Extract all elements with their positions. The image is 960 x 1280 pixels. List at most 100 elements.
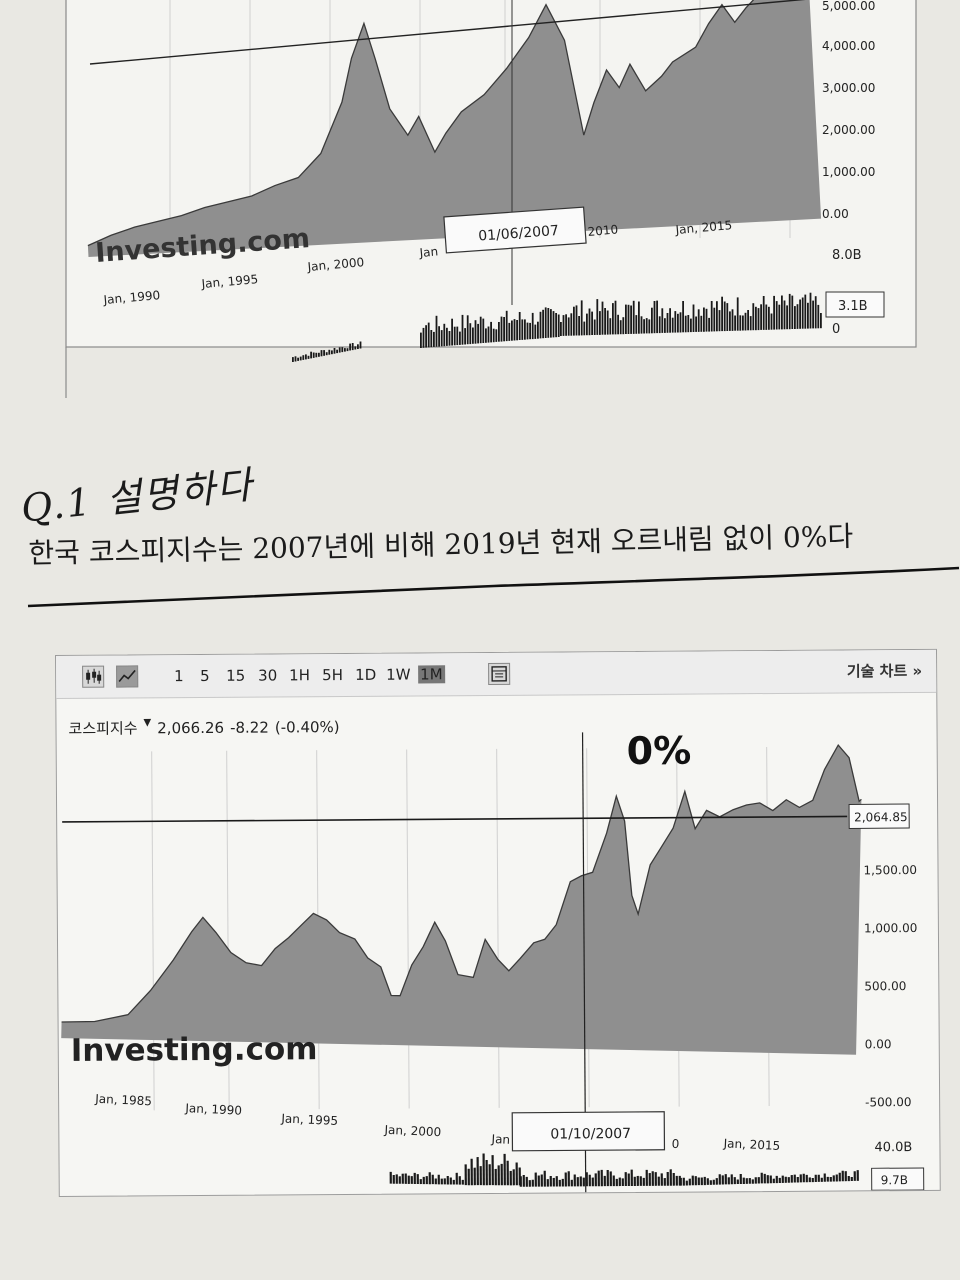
volume-bar (354, 346, 357, 350)
volume-bar (573, 306, 575, 336)
volume-bar (660, 1173, 663, 1186)
volume-bar (645, 1169, 648, 1186)
volume-bar (452, 1179, 455, 1185)
volume-bar (425, 1176, 428, 1185)
volume-bar (473, 1167, 476, 1186)
volume-bar (808, 1177, 811, 1183)
y-tick-label: -500.00 (865, 1095, 911, 1109)
volume-bar (763, 1173, 766, 1184)
volume-bar (503, 317, 505, 342)
volume-bar (622, 317, 625, 335)
line-chart-icon[interactable] (116, 665, 139, 688)
volume-bar (765, 304, 768, 330)
volume-bar (621, 1178, 624, 1187)
volume-bar (494, 1168, 497, 1186)
volume-bar (451, 318, 453, 346)
volume-bar (560, 322, 562, 336)
volume-bar (690, 318, 692, 333)
volume-bar (708, 317, 710, 332)
volume-bar (596, 299, 599, 335)
volume-bar (593, 319, 596, 335)
volume-bar (643, 319, 645, 334)
volume-bar (315, 352, 318, 358)
volume-bar (718, 1174, 721, 1185)
volume-bar (359, 341, 362, 349)
volume-bar (357, 344, 359, 349)
volume-bar (518, 312, 521, 340)
x-tick-label: Jan, 1995 (200, 272, 259, 291)
volume-bar (446, 327, 448, 346)
top-volume-max-label: 8.0B (832, 248, 862, 263)
volume-bar (513, 319, 516, 341)
volume-bar (336, 349, 338, 354)
volume-bar (791, 295, 794, 329)
caption-underline (27, 566, 960, 608)
volume-bar (656, 300, 658, 334)
volume-bar (742, 1177, 745, 1185)
series-line (87, 0, 810, 247)
volume-bar (812, 300, 814, 329)
volume-bar (506, 1160, 509, 1186)
indicator-panel-icon[interactable] (488, 662, 511, 685)
volume-bar (470, 1158, 473, 1186)
volume-bar (422, 327, 425, 348)
bottom-volume-bars (389, 1153, 859, 1187)
volume-bar (555, 1176, 558, 1187)
volume-bar (323, 350, 325, 356)
volume-bar (856, 1170, 859, 1181)
volume-bar (661, 308, 664, 333)
volume-bar (633, 1176, 636, 1186)
volume-bar (694, 1176, 697, 1186)
volume-bar (826, 1176, 829, 1182)
area-fill (61, 745, 862, 1055)
volume-bar (658, 316, 661, 334)
volume-bar (466, 315, 469, 345)
bottom-watermark-logo: Investing.com (71, 1031, 318, 1069)
volume-bar (706, 1178, 709, 1185)
volume-bar (564, 1172, 567, 1187)
x-tick-label: Jan (418, 244, 439, 260)
top-x-axis-labels: Jan, 1990 Jan, 1995 Jan, 2000 Jan 2010 Jan, 2… (102, 218, 733, 307)
volume-bar (772, 1178, 775, 1184)
volume-bar (410, 1176, 413, 1184)
volume-bar (588, 1174, 591, 1187)
volume-bar (736, 1179, 739, 1185)
volume-bar (651, 307, 653, 334)
candlestick-icon[interactable] (82, 665, 105, 688)
volume-bar (745, 1178, 748, 1184)
volume-bar (729, 311, 731, 331)
volume-bar (627, 1173, 630, 1187)
volume-bar (449, 1177, 452, 1185)
zero-percent-annotation: 0% (627, 729, 692, 773)
volume-bar (682, 301, 684, 333)
volume-bar (588, 308, 591, 336)
volume-bar (744, 312, 747, 331)
volume-bar (682, 1177, 685, 1186)
volume-bar (807, 302, 809, 329)
volume-bar (549, 1175, 552, 1187)
y-tick-label: 2,000.00 (822, 123, 875, 137)
volume-bar (768, 306, 770, 330)
x-tick-label: Jan, 1990 (184, 1101, 242, 1118)
bottom-volume-current-label: 9.7B (881, 1173, 908, 1187)
volume-bar (645, 318, 648, 334)
volume-bar (636, 1175, 639, 1186)
volume-bar (663, 1178, 666, 1186)
volume-bar (618, 1177, 621, 1187)
volume-bar (573, 1174, 576, 1187)
volume-bar (599, 311, 601, 335)
volume-bar (853, 1171, 856, 1181)
y-tick-label: 3,000.00 (822, 81, 875, 95)
y-tick-label: 1,000.00 (822, 165, 875, 179)
volume-bar (754, 1177, 757, 1184)
volume-bar (609, 318, 612, 335)
volume-bar (522, 1175, 525, 1187)
volume-bar (811, 1178, 814, 1183)
volume-bar (752, 303, 755, 331)
bottom-x-axis-labels: Jan, 1985 Jan, 1990 Jan, 1995 Jan, 2000 Jan 0… (94, 1092, 781, 1153)
top-volume-current-label: 3.1B (838, 299, 868, 314)
volume-bar (799, 1174, 802, 1183)
volume-bar (817, 1174, 820, 1182)
volume-bar (619, 320, 622, 335)
top-y-axis-labels: 5,000.00 4,000.00 3,000.00 2,000.00 1,000.00… (822, 0, 875, 221)
